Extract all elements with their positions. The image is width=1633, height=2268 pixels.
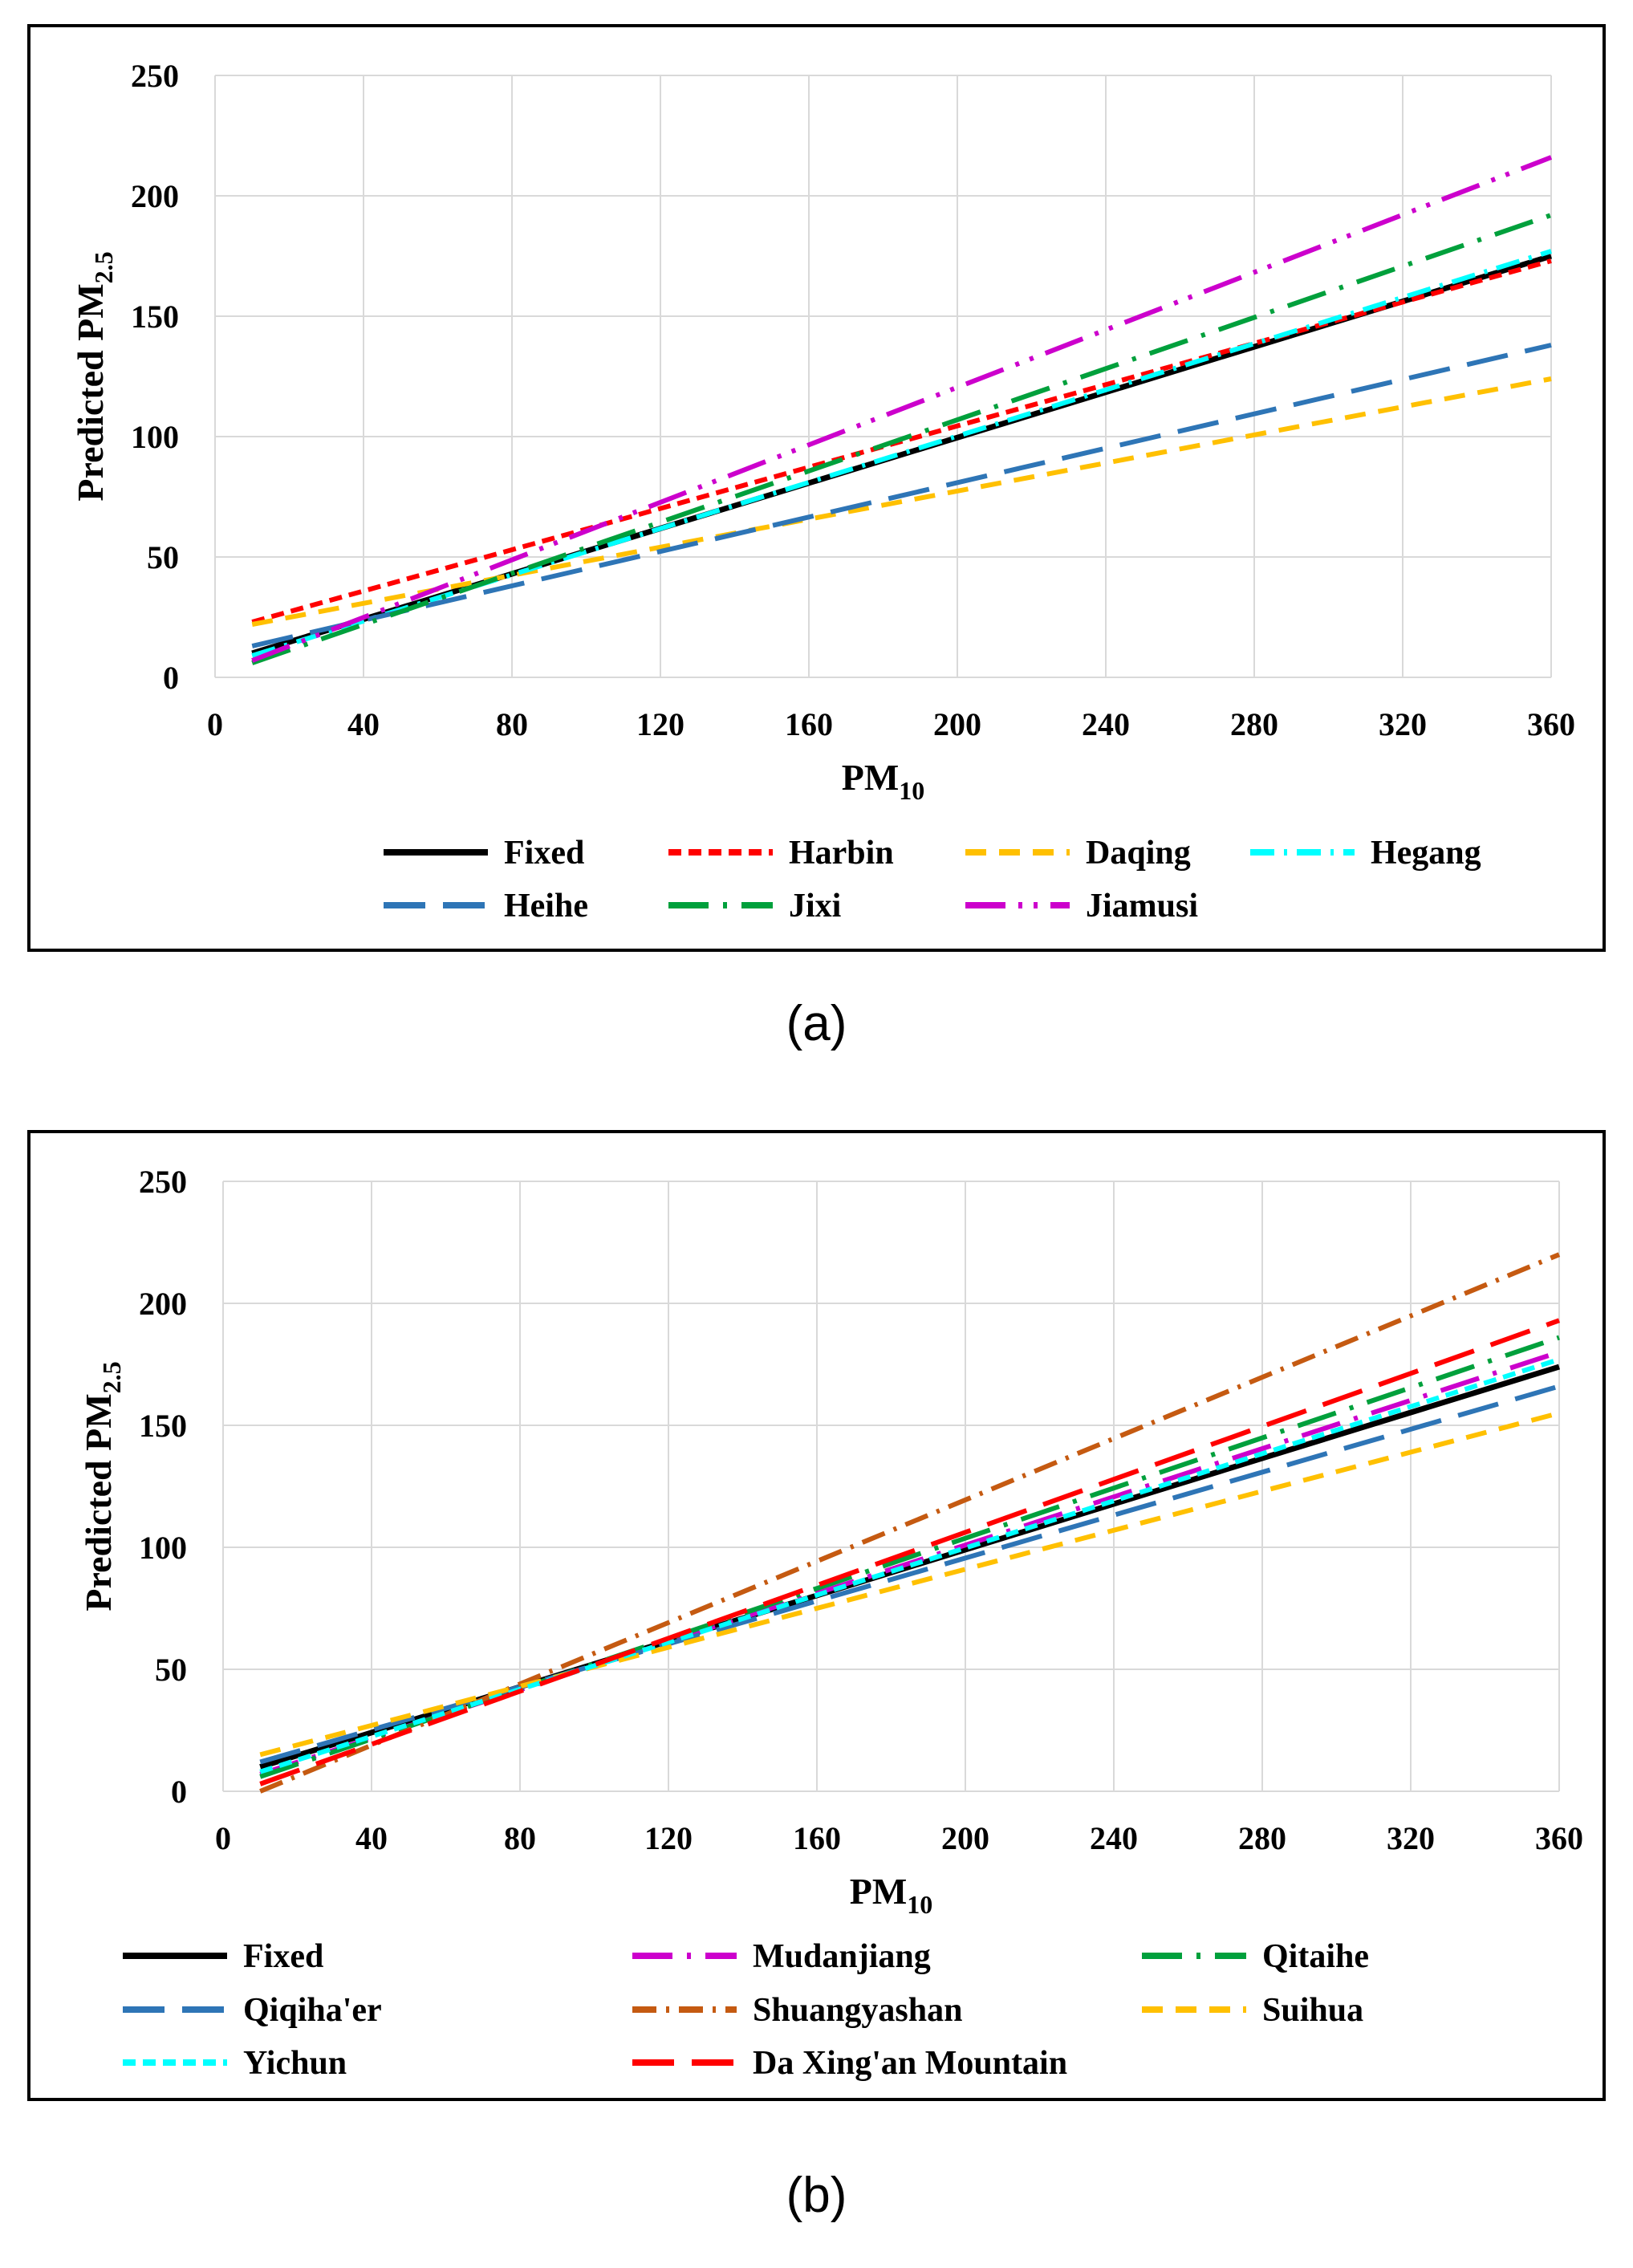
legend-label-shuangyashan: Shuangyashan: [753, 1992, 963, 2029]
x-tick-label: 0: [215, 1820, 231, 1856]
y-tick-label: 50: [147, 539, 179, 575]
chart-panel-b: 0 40 80 120 160 200 240 280 320 360 0 50 100 150 200 25…: [27, 1130, 1606, 2101]
legend-label-mudanjiang: Mudanjiang: [753, 1938, 931, 1975]
series-line-yichun: [259, 1357, 1560, 1774]
x-tick-label: 40: [347, 706, 380, 742]
x-tick-label: 200: [941, 1820, 989, 1856]
x-tick-label: 0: [207, 706, 223, 742]
x-axis-title: PM10: [850, 1871, 933, 1919]
caption-b: (b): [786, 2168, 847, 2223]
legend-label-harbin: Harbin: [789, 835, 894, 872]
legend-label-da-xing-an-mountain: Da Xing'an Mountain: [753, 2045, 1067, 2082]
x-axis-title: PM10: [842, 757, 925, 805]
series-lines: [251, 155, 1553, 665]
series-line-jixi: [251, 213, 1552, 665]
y-tick-label: 200: [131, 178, 179, 214]
series-line-da-xing-an-mountain: [259, 1318, 1561, 1786]
x-tick-label: 240: [1082, 706, 1130, 742]
caption-a: (a): [786, 996, 847, 1051]
line-chart-b: 0 40 80 120 160 200 240 280 320 360 0 50 100 150 200 25…: [78, 1164, 1583, 2082]
line-chart-a: 0 40 80 120 160 200 240 280 320 360 0 50 100 150 200 25…: [70, 58, 1575, 925]
x-tick-label: 80: [504, 1820, 536, 1856]
series-line-jiamusi: [251, 155, 1553, 663]
x-tick-label: 160: [793, 1820, 841, 1856]
series-line-hegang: [251, 249, 1552, 658]
legend-label-hegang: Hegang: [1371, 835, 1481, 872]
series-lines: [259, 1252, 1561, 1794]
legend-label-heihe: Heihe: [504, 888, 588, 925]
legend-label-fixed: Fixed: [243, 1938, 323, 1975]
x-tick-label: 280: [1238, 1820, 1286, 1856]
chart-panel-a: 0 40 80 120 160 200 240 280 320 360 0 50 100 150 200 25…: [27, 24, 1606, 952]
x-tick-label: 360: [1535, 1820, 1583, 1856]
y-tick-label: 0: [171, 1774, 187, 1810]
y-tick-label: 150: [131, 299, 179, 335]
y-tick-label: 100: [139, 1530, 187, 1566]
series-line-suihua: [259, 1410, 1560, 1758]
gridlines: [222, 1181, 1560, 1792]
series-line-qiqiha-er: [259, 1384, 1560, 1765]
y-axis-title: Predicted PM2.5: [78, 1361, 126, 1611]
y-tick-label: 50: [155, 1652, 187, 1688]
series-line-heihe: [251, 343, 1552, 648]
x-tick-label: 80: [496, 706, 528, 742]
y-tick-label: 200: [139, 1286, 187, 1322]
legend-label-qiqiha-er: Qiqiha'er: [243, 1992, 382, 2029]
legend-label-qitaihe: Qitaihe: [1262, 1938, 1369, 1975]
legend-label-suihua: Suihua: [1262, 1992, 1363, 2029]
y-tick-label: 100: [131, 419, 179, 455]
series-line-daqing: [251, 376, 1552, 627]
x-tick-label: 40: [355, 1820, 388, 1856]
legend: Fixed Harbin Daqing Hegang Heihe Jixi Jiamusi: [384, 835, 1481, 925]
x-tick-label: 360: [1527, 706, 1575, 742]
y-tick-label: 0: [163, 660, 179, 696]
x-tick-label: 200: [933, 706, 981, 742]
gridlines: [214, 75, 1552, 678]
x-tick-label: 120: [636, 706, 684, 742]
legend-label-jiamusi: Jiamusi: [1086, 888, 1198, 925]
legend-label-jixi: Jixi: [789, 888, 842, 925]
x-tick-label: 240: [1090, 1820, 1138, 1856]
x-tick-label: 120: [644, 1820, 693, 1856]
legend-label-yichun: Yichun: [243, 2045, 347, 2082]
x-tick-label: 160: [785, 706, 833, 742]
y-tick-label: 250: [131, 58, 179, 94]
y-axis-title: Predicted PM2.5: [70, 251, 118, 501]
legend-label-fixed: Fixed: [504, 835, 584, 872]
legend: Fixed Mudanjiang Qitaihe Qiqiha'er Shuangyas…: [123, 1938, 1369, 2082]
y-tick-label: 250: [139, 1164, 187, 1200]
legend-label-daqing: Daqing: [1086, 835, 1191, 872]
x-tick-label: 280: [1230, 706, 1278, 742]
y-tick-label: 150: [139, 1408, 187, 1444]
x-tick-label: 320: [1387, 1820, 1435, 1856]
x-tick-label: 320: [1379, 706, 1427, 742]
